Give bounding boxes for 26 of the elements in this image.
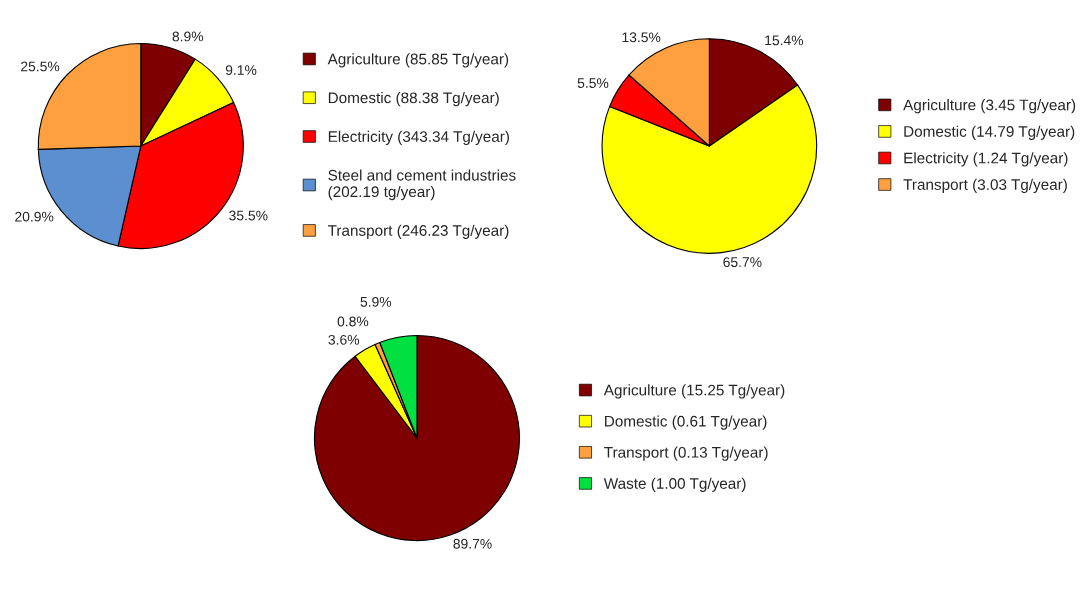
legend-label: Electricity (343.34 Tg/year): [328, 130, 509, 145]
legend-label: Domestic (88.38 Tg/year): [328, 91, 499, 107]
data-label: 3.6%: [328, 334, 360, 345]
data-label: 65.7%: [723, 257, 762, 267]
legend-label: Transport (0.13 Tg/year): [604, 446, 768, 461]
legend-label: Agriculture (15.25 Tg/year): [603, 384, 785, 399]
data-label: 13.5%: [622, 32, 661, 43]
legend-label: Domestic (14.79 Tg/year): [904, 125, 1075, 140]
data-label: 5.9%: [360, 296, 392, 307]
legend-label: Transport (3.03 Tg/year): [903, 178, 1067, 193]
data-label: 89.7%: [453, 538, 492, 549]
legend-label: Steel and cement industries (202.19 tg/year): [328, 169, 516, 201]
data-label: 35.5%: [229, 210, 268, 221]
data-label: 0.8%: [337, 316, 369, 327]
data-label: 15.4%: [765, 35, 804, 46]
data-label: 20.9%: [15, 211, 54, 222]
legend-label: Agriculture (85.85 Tg/year): [327, 53, 509, 68]
data-label: 5.5%: [577, 78, 609, 88]
data-label: 9.1%: [225, 65, 257, 75]
legend-label: Agriculture (3.45 Tg/year): [903, 99, 1076, 114]
legend-label: Domestic (0.61 Tg/year): [605, 415, 767, 430]
data-label: 25.5%: [21, 61, 60, 72]
data-label: 8.9%: [172, 31, 204, 42]
legend-label: Electricity (1.24 Tg/year): [904, 152, 1068, 167]
legend-label: Transport (246.23 Tg/year): [327, 224, 509, 239]
legend-label: Waste (1.00 Tg/year): [603, 477, 746, 492]
